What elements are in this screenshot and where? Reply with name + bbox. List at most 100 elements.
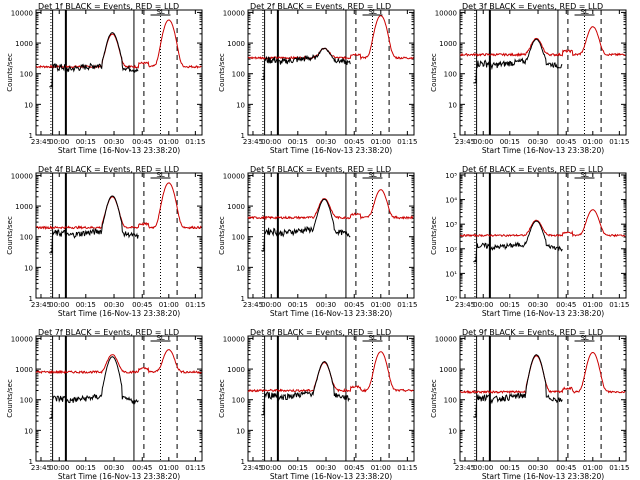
y-tick-label: 10 <box>448 101 457 109</box>
y-tick-label: 100 <box>444 397 457 405</box>
y-axis-label: Counts/sec <box>6 53 14 92</box>
y-axis-label: Counts/sec <box>6 379 14 418</box>
panel-3: Det 3f BLACK = Events, RED = LLD 1 10 100 10… <box>430 2 629 155</box>
plot-frame <box>247 9 415 136</box>
x-tick-label: 01:15 <box>609 138 629 146</box>
y-tick-label: 1000 <box>15 203 33 211</box>
x-tick-label: 01:15 <box>397 464 417 472</box>
x-tick-label: 23:45 <box>455 138 475 146</box>
y-tick-label: 100 <box>20 397 33 405</box>
plot-frame <box>35 9 203 136</box>
y-tick-label: 1 <box>29 132 33 140</box>
x-tick-label: 01:00 <box>371 464 391 472</box>
x-tick-label: 23:45 <box>243 464 263 472</box>
y-tick-label: 1 <box>29 458 33 466</box>
y-axis-label: Counts/sec <box>218 379 226 418</box>
x-tick-label: 00:30 <box>104 464 124 472</box>
sl-label: SL <box>368 171 376 179</box>
plot-frame <box>247 335 415 462</box>
x-tick-label: 00:00 <box>473 464 493 472</box>
y-tick-label: 100 <box>232 397 245 405</box>
y-tick-label: 100 <box>20 234 33 242</box>
y-tick-label: 10000 <box>11 172 33 180</box>
x-tick-label: 00:15 <box>500 464 520 472</box>
events-series-line <box>261 360 351 416</box>
x-tick-label: 23:45 <box>31 301 51 309</box>
x-tick-label: 01:15 <box>185 301 205 309</box>
events-series-line <box>261 198 351 252</box>
x-tick-label: 00:15 <box>76 301 96 309</box>
y-tick-label: 1 <box>29 295 33 303</box>
x-axis-label: Start Time (16-Nov-13 23:38:20) <box>58 472 180 480</box>
x-tick-label: 00:30 <box>316 464 336 472</box>
x-tick-label: 00:15 <box>500 138 520 146</box>
lld-series-line <box>35 349 202 375</box>
y-tick-label: 1 <box>453 458 457 466</box>
y-axis-label: Counts/sec <box>6 216 14 255</box>
panel-7: Det 7f BLACK = Events, RED = LLD 1 10 100 10… <box>6 328 205 480</box>
x-tick-label: 01:00 <box>371 138 391 146</box>
y-tick-label: 10000 <box>223 172 245 180</box>
x-tick-label: 00:00 <box>473 301 493 309</box>
y-tick-label: 10000 <box>435 335 457 343</box>
x-tick-label: 01:00 <box>159 138 179 146</box>
y-tick-label: 1000 <box>227 203 245 211</box>
x-tick-label: 00:45 <box>344 301 364 309</box>
x-tick-label: 00:00 <box>49 301 69 309</box>
events-series-line <box>473 220 563 263</box>
sl-label: SL <box>368 334 376 342</box>
x-tick-label: 00:45 <box>556 301 576 309</box>
sl-label: SL <box>580 171 588 179</box>
y-tick-label: 10 <box>24 101 33 109</box>
panel-title: Det 5f BLACK = Events, RED = LLD <box>250 165 391 174</box>
x-tick-label: 23:45 <box>455 301 475 309</box>
x-tick-label: 00:45 <box>344 138 364 146</box>
panel-1: Det 1f BLACK = Events, RED = LLD 1 10 100 10… <box>6 2 205 155</box>
y-tick-label: 1 <box>241 458 245 466</box>
x-tick-label: 00:30 <box>528 301 548 309</box>
x-tick-label: 00:15 <box>500 301 520 309</box>
panel-title: Det 4f BLACK = Events, RED = LLD <box>38 165 179 174</box>
y-tick-label: 10000 <box>11 335 33 343</box>
x-tick-label: 01:15 <box>609 464 629 472</box>
panel-2: Det 2f BLACK = Events, RED = LLD 1 10 100 10… <box>218 2 417 155</box>
panel-title: Det 1f BLACK = Events, RED = LLD <box>38 2 179 11</box>
x-tick-label: 00:45 <box>132 464 152 472</box>
panel-6: Det 6f BLACK = Events, RED = LLD 10⁰ 10¹ 10… <box>430 165 629 318</box>
y-axis-label: Counts/sec <box>430 216 438 255</box>
lld-series-line <box>247 189 414 221</box>
x-tick-label: 00:15 <box>76 464 96 472</box>
y-tick-label: 10000 <box>223 9 245 17</box>
sl-label: SL <box>580 8 588 16</box>
x-tick-label: 00:15 <box>288 301 308 309</box>
y-tick-label: 10 <box>236 427 245 435</box>
y-tick-label: 1 <box>453 132 457 140</box>
x-tick-label: 00:00 <box>261 464 281 472</box>
x-tick-label: 01:15 <box>609 301 629 309</box>
x-tick-label: 00:15 <box>76 138 96 146</box>
x-tick-label: 00:30 <box>316 301 336 309</box>
x-tick-label: 01:15 <box>397 301 417 309</box>
panel-title: Det 3f BLACK = Events, RED = LLD <box>462 2 603 11</box>
y-tick-label: 10⁴ <box>445 197 457 205</box>
panel-title: Det 6f BLACK = Events, RED = LLD <box>462 165 603 174</box>
y-tick-label: 100 <box>444 71 457 79</box>
x-tick-label: 23:45 <box>243 301 263 309</box>
y-tick-label: 1000 <box>227 40 245 48</box>
x-tick-label: 00:30 <box>528 138 548 146</box>
plot-frame <box>459 9 627 136</box>
x-tick-label: 23:45 <box>243 138 263 146</box>
x-tick-label: 01:00 <box>583 464 603 472</box>
events-series-line <box>473 354 563 418</box>
events-series-line <box>49 195 139 254</box>
lld-series-line <box>459 351 626 395</box>
y-tick-label: 1000 <box>439 366 457 374</box>
sl-label: SL <box>580 334 588 342</box>
y-tick-label: 1000 <box>15 40 33 48</box>
x-axis-label: Start Time (16-Nov-13 23:38:20) <box>482 472 604 480</box>
panel-9: Det 9f BLACK = Events, RED = LLD 1 10 100 10… <box>430 328 629 480</box>
x-tick-label: 00:00 <box>49 138 69 146</box>
y-tick-label: 10000 <box>223 335 245 343</box>
y-axis-label: Counts/sec <box>218 53 226 92</box>
y-tick-label: 100 <box>232 71 245 79</box>
